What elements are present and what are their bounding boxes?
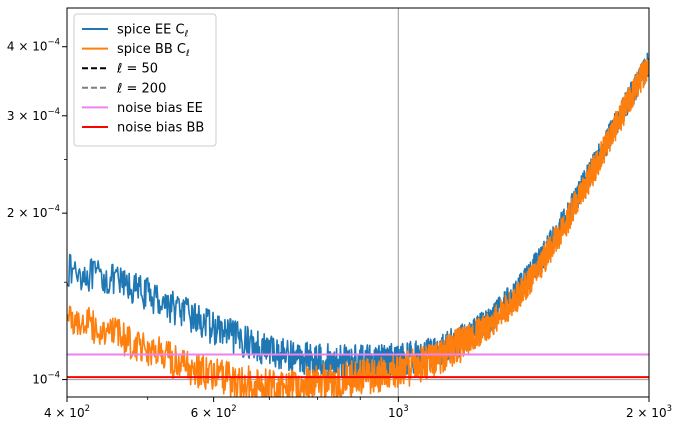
x-tick-label: 6 × 102 (191, 404, 237, 420)
legend-label-noise-bias-ee: noise bias EE (117, 101, 203, 116)
series-line-spice-bb-c (67, 59, 649, 397)
x-tick-label: 4 × 102 (44, 404, 90, 420)
legend-label-200: ℓ = 200 (116, 81, 166, 96)
y-tick-label: 10−4 (32, 371, 60, 387)
legend-label-noise-bias-bb: noise bias BB (117, 121, 204, 136)
x-tick-label: 103 (388, 404, 409, 420)
x-tick-label: 2 × 103 (626, 404, 672, 420)
y-tick-label: 2 × 10−4 (7, 204, 60, 220)
y-tick-label: 4 × 10−4 (7, 38, 60, 54)
y-tick-label: 3 × 10−4 (7, 107, 60, 123)
legend-label-spice-ee-c: spice EE Cℓ (117, 23, 188, 40)
plot-frame (66, 7, 650, 398)
legend-label-spice-bb-c: spice BB Cℓ (117, 42, 190, 59)
legend: spice EE Cℓ spice BB Cℓ ℓ = 50 ℓ = 200 noise… (73, 13, 217, 147)
legend-box (73, 13, 217, 147)
legend-label-50: ℓ = 50 (116, 62, 158, 77)
